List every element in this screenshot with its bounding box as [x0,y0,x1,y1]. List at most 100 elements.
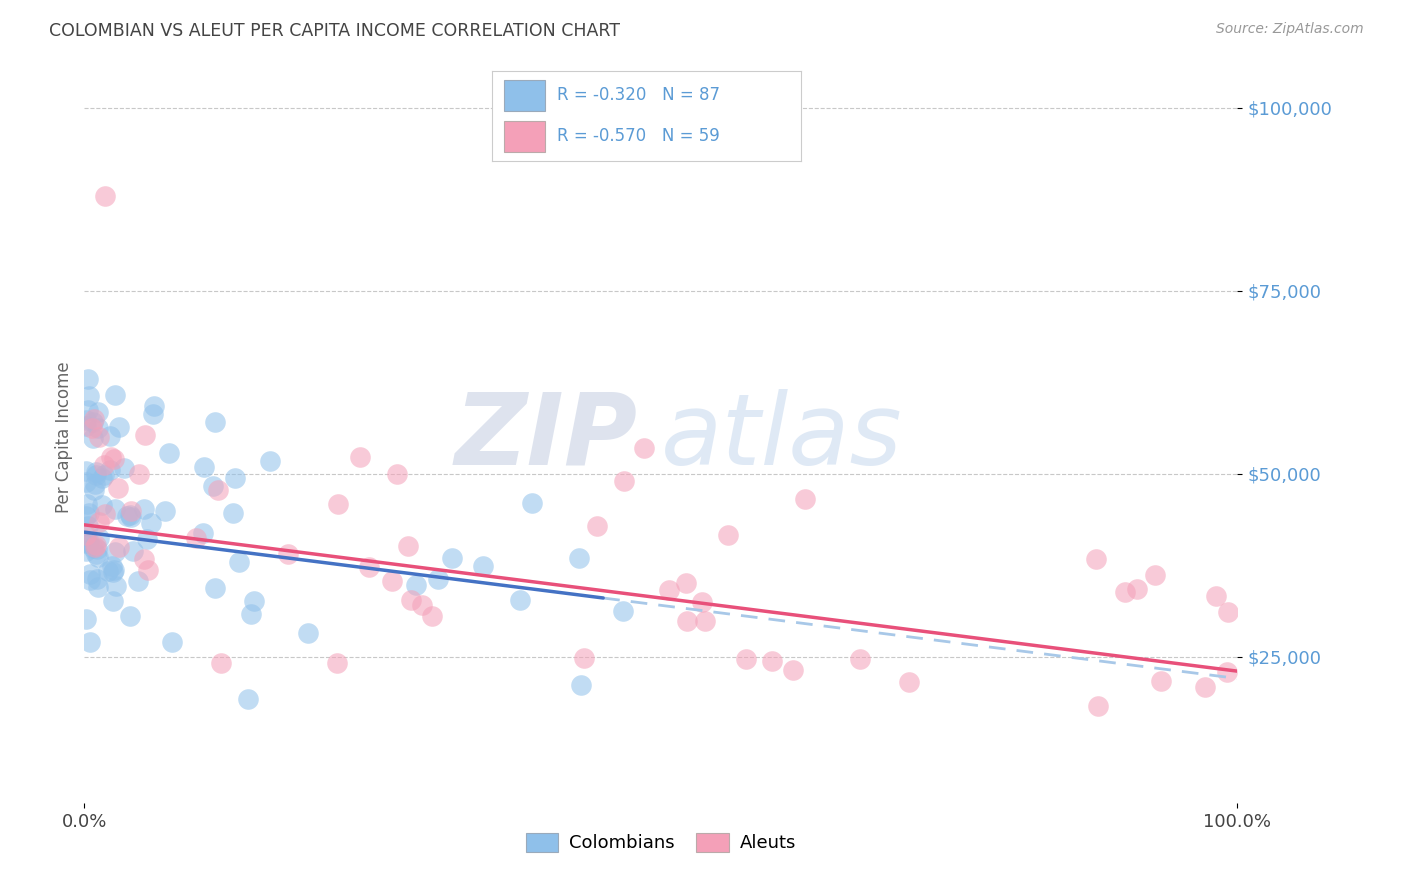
Point [79,566,101,581]
Point [134,427,156,442]
Point [84,477,107,491]
Point [77,372,100,386]
Point [399,592,422,607]
Point [242,594,264,608]
Point [77,389,100,403]
Point [75,475,97,490]
Point [101,565,124,579]
Text: COLOMBIAN VS ALEUT PER CAPITA INCOME CORRELATION CHART: COLOMBIAN VS ALEUT PER CAPITA INCOME COR… [49,22,620,40]
Point [101,558,124,573]
Point [127,574,149,588]
Point [75,509,97,524]
Point [77,535,100,549]
Point [87,405,110,419]
Point [349,450,371,464]
Point [97,564,120,578]
Point [132,552,155,566]
Point [184,531,207,545]
Point [143,399,166,413]
Point [240,607,263,621]
Point [277,547,299,561]
Point [77,518,100,533]
Point [761,654,783,668]
Point [98,428,121,442]
Point [204,581,226,595]
Point [103,452,125,467]
Point [1150,674,1173,689]
Point [76,497,98,511]
Point [82,421,104,435]
Point [898,674,921,689]
Point [136,532,159,546]
Point [108,541,131,555]
Point [87,580,110,594]
Point [75,612,97,626]
Point [87,516,110,530]
Point [191,525,214,540]
Point [75,544,97,558]
Text: atlas: atlas [661,389,903,485]
Legend: Colombians, Aleuts: Colombians, Aleuts [519,826,803,860]
Point [120,504,142,518]
Point [84,547,107,561]
Point [153,504,176,518]
Point [86,542,108,557]
Point [112,460,135,475]
Point [79,574,101,588]
Point [1205,589,1227,603]
Point [426,572,449,586]
Point [381,574,404,589]
Point [420,609,443,624]
Point [328,497,350,511]
Point [568,551,591,566]
Point [75,413,97,427]
Point [132,502,155,516]
Point [209,656,232,670]
Point [222,507,245,521]
Bar [505,80,544,111]
Point [82,541,104,555]
Point [207,483,229,497]
Point [104,545,127,559]
Text: Source: ZipAtlas.com: Source: ZipAtlas.com [1216,22,1364,37]
Point [91,470,114,484]
Point [1126,582,1149,596]
Point [87,430,110,444]
Point [120,608,142,623]
Point [136,563,159,577]
Point [128,467,150,481]
Point [735,652,758,666]
Bar [505,121,544,152]
Point [405,578,427,592]
Point [98,463,121,477]
Point [259,454,281,468]
Point [520,496,543,510]
Point [79,635,101,649]
Point [471,558,494,573]
Point [1143,568,1166,582]
Point [411,598,433,612]
Point [82,431,104,445]
Point [141,516,163,530]
Point [103,388,125,402]
Point [84,538,107,552]
Point [76,402,98,417]
Point [83,412,105,426]
Point [574,651,596,665]
Point [87,421,110,435]
Point [100,450,122,465]
Point [509,592,531,607]
Point [359,560,381,574]
Point [228,555,250,569]
Point [84,467,107,482]
Point [91,499,114,513]
Point [77,535,100,549]
Y-axis label: Per Capita Income: Per Capita Income [55,361,73,513]
Point [108,420,131,434]
Point [86,572,108,586]
Point [782,663,804,677]
Point [1087,699,1109,714]
Point [103,563,125,577]
Point [693,614,716,628]
Point [717,528,740,542]
